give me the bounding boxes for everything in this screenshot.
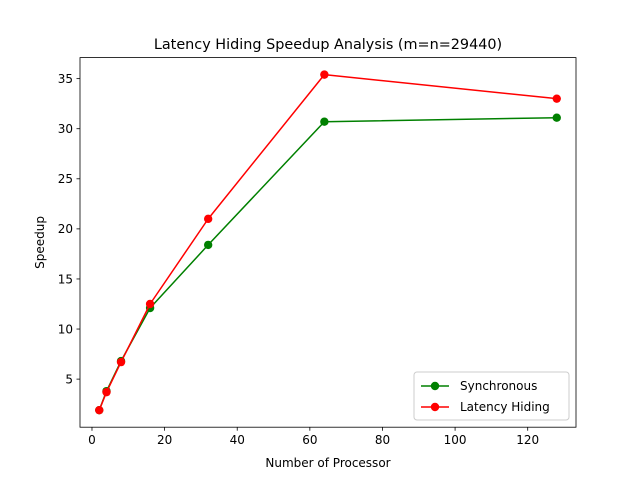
legend-marker-synchronous [430,381,440,391]
plot-series [95,70,561,415]
data-point-synchronous [552,113,561,122]
axes-frame [79,57,577,428]
x-tick-label: 0 [88,433,96,447]
data-point-latency-hiding [203,214,213,224]
y-tick-label: 35 [58,72,73,86]
chart-title: Latency Hiding Speedup Analysis (m=n=294… [154,37,502,53]
data-point-latency-hiding [145,299,155,309]
y-tick-label: 30 [58,122,73,136]
series-latency-hiding [95,70,561,415]
data-point-latency-hiding [320,70,329,79]
data-point-synchronous [320,117,329,126]
data-point-synchronous [203,240,213,250]
x-tick-label: 20 [157,433,172,447]
y-tick-label: 10 [58,322,73,336]
legend-label-latency-hiding: Latency Hiding [460,400,550,414]
legend-marker-latency-hiding [430,402,440,412]
legend-box [413,371,570,421]
y-axis-label: Speedup [33,216,47,269]
data-point-latency-hiding [552,94,561,103]
y-tick-label: 20 [58,222,73,236]
x-axis-label: Number of Processor [265,456,390,470]
data-point-latency-hiding [102,387,111,397]
data-point-latency-hiding [95,405,104,415]
x-tick-label: 40 [230,433,245,447]
x-tick-label: 80 [375,433,390,447]
x-tick-label: 100 [444,433,467,447]
y-tick-label: 15 [58,272,73,286]
x-tick-label: 120 [516,433,539,447]
x-tick-label: 60 [302,433,317,447]
y-axis-ticks: 5 10 15 20 25 30 35 [58,72,80,386]
y-tick-label: 5 [65,372,73,386]
legend-label-synchronous: Synchronous [460,379,537,393]
y-tick-label: 25 [58,172,73,186]
legend: Synchronous Latency Hiding [413,371,570,421]
data-point-latency-hiding [116,357,126,367]
x-axis-ticks: 0 20 40 60 80 100 120 [88,427,539,447]
